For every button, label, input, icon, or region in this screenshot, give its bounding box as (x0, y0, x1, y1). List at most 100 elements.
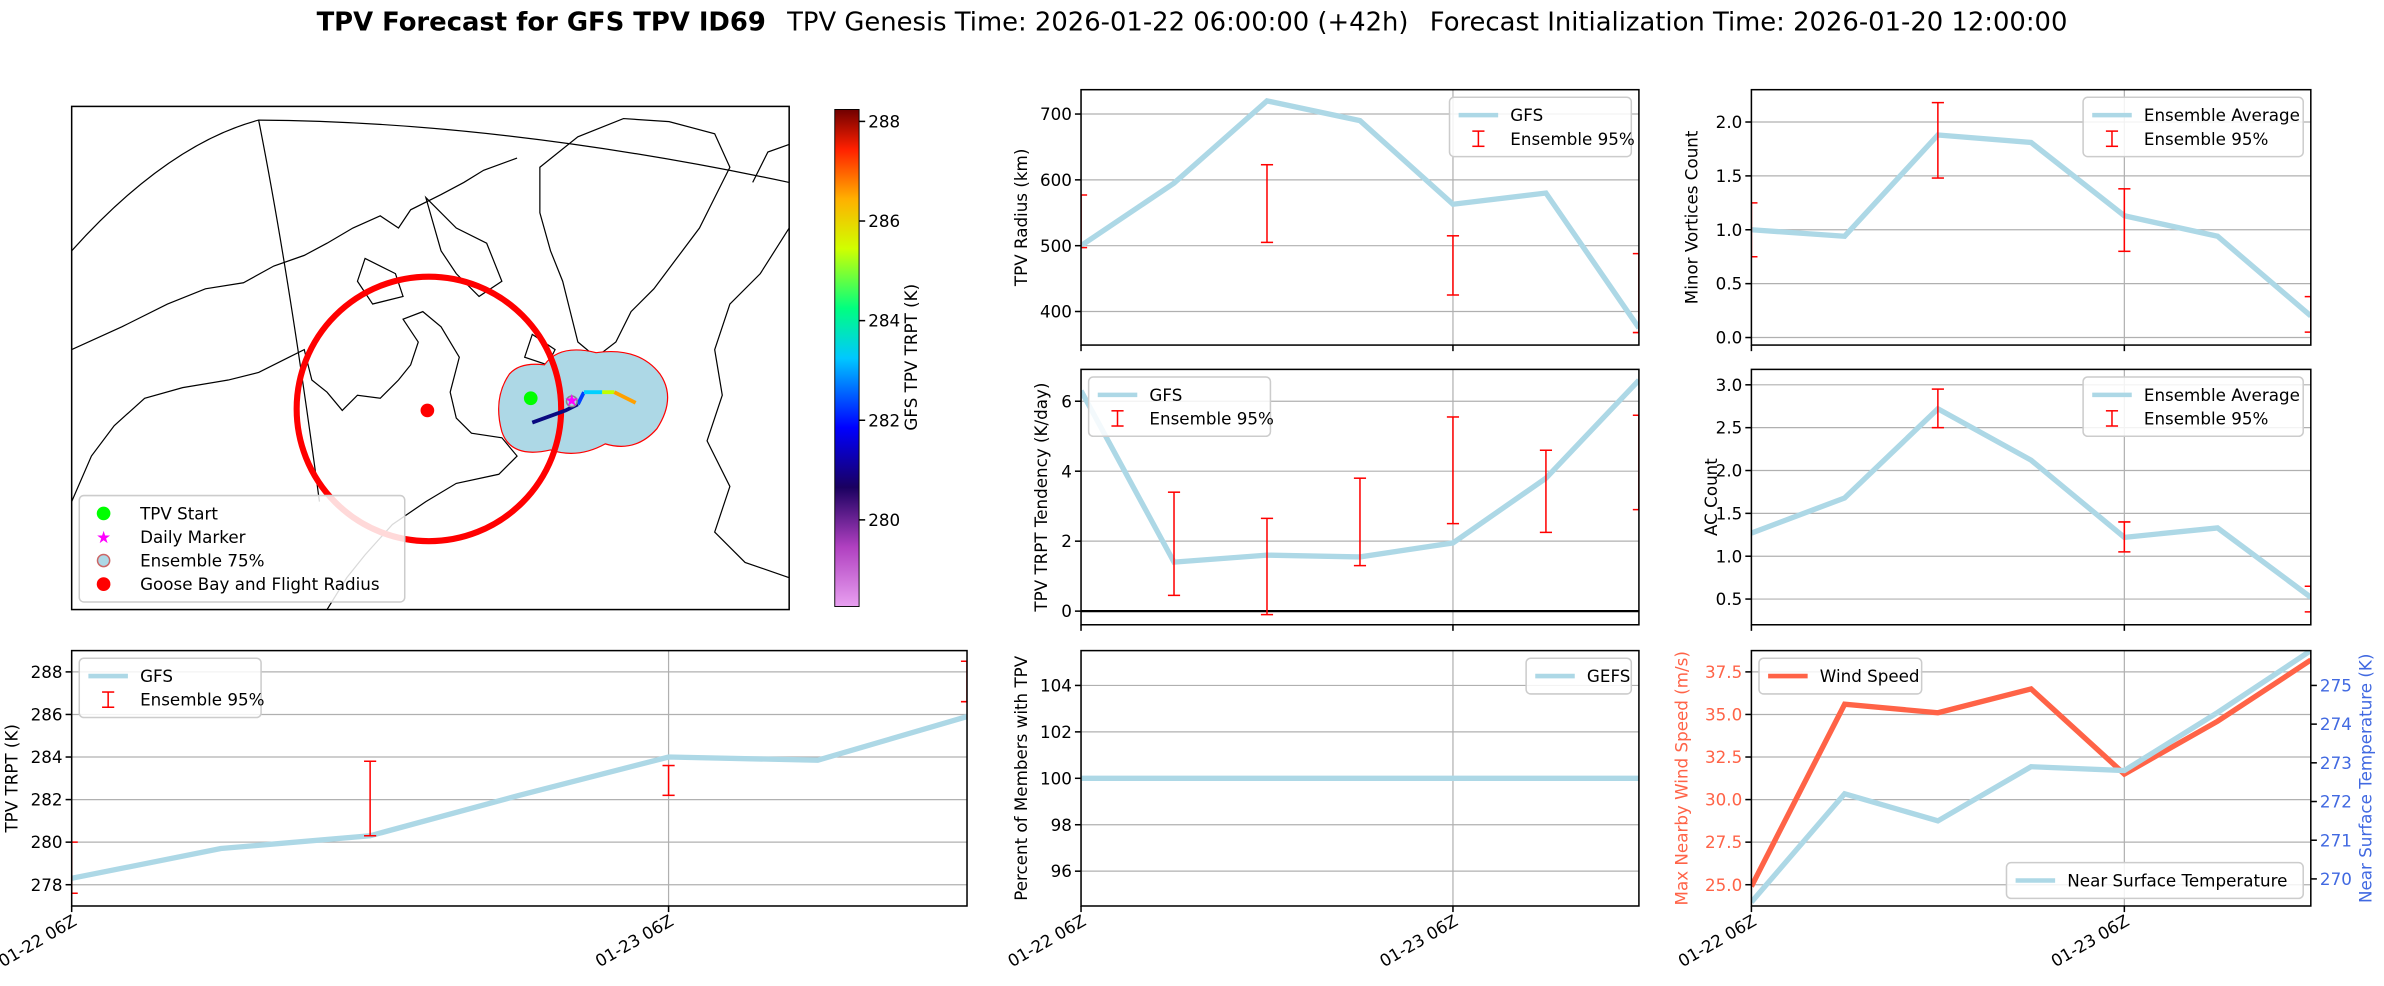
track (613, 390, 637, 405)
legend-box (1448, 96, 1633, 158)
y-axis-label: TPV Radius (km) (1011, 149, 1031, 287)
daily-marker: ★ (564, 390, 579, 410)
x-tick-label: 01-23 06Z (2047, 910, 2132, 971)
legend-label: Ensemble Average (2144, 385, 2300, 405)
y-tick-label: 282 (31, 790, 63, 810)
legend-label: Ensemble 95% (2144, 129, 2268, 149)
legend-label: Daily Marker (140, 527, 246, 547)
x-tick-label: 01-22 06Z (1004, 910, 1089, 971)
y-axis-label: TPV TRPT (K) (2, 724, 22, 834)
legend-label: Ensemble 95% (2144, 408, 2268, 428)
coastline (71, 310, 518, 610)
colorbar-tick-label: 280 (868, 510, 900, 530)
axes-frame (1750, 649, 2312, 907)
legend-label: Ensemble 95% (1510, 129, 1634, 149)
y-tick-label: 3.0 (1716, 375, 1743, 395)
y-tick-label: 280 (31, 832, 63, 852)
track (576, 391, 586, 406)
y-tick-label: 500 (1040, 236, 1072, 256)
axes-frame (1080, 88, 1640, 346)
y-tick-label: 1.0 (1716, 220, 1743, 240)
y-tick-label: 102 (1040, 722, 1072, 742)
tpv-start (523, 391, 538, 406)
y-tick-label: 96 (1051, 861, 1072, 881)
y-tick-label: 104 (1040, 676, 1072, 696)
legend-label: GFS (140, 666, 173, 686)
legend-box (2082, 376, 2304, 438)
y2-tick-label: 275 (2320, 676, 2352, 696)
legend-label: Wind Speed (1820, 666, 1920, 686)
series-line (1751, 657, 2311, 888)
y-axis-label: Percent of Members with TPV (1011, 655, 1031, 901)
y-tick-label: 286 (31, 705, 63, 725)
y-tick-label: 98 (1051, 815, 1072, 835)
map-frame (70, 105, 790, 611)
legend: GFS Ensemble 95% (78, 657, 265, 719)
graticule (258, 119, 321, 502)
legend-label: TPV Start (139, 504, 218, 524)
axes-frame (70, 649, 968, 907)
flight-radius (293, 273, 565, 545)
coastline (71, 157, 518, 351)
legend-box (1525, 657, 1633, 695)
legend-label: Near Surface Temperature (2067, 871, 2287, 891)
series-line (1751, 650, 2311, 904)
plot-area (1081, 89, 1639, 346)
y2-tick-label: 271 (2320, 830, 2352, 850)
series-line (1081, 97, 1639, 330)
y-tick-label: 27.5 (1705, 832, 1742, 852)
legend: GFS Ensemble 95% (1087, 376, 1274, 438)
colorbar-tick-label: 284 (868, 311, 900, 331)
y-tick-label: 2.0 (1716, 112, 1743, 132)
legend: GFS Ensemble 95% (1448, 96, 1635, 158)
legend: Wind Speed (1758, 657, 1923, 695)
y-tick-label: 35.0 (1705, 705, 1742, 725)
legend-box (1758, 657, 1923, 695)
y-tick-label: 2.0 (1716, 461, 1743, 481)
colorbar-label: GFS TPV TRPT (K) (901, 284, 921, 431)
y-tick-label: 284 (31, 747, 63, 767)
suptitle: TPV Forecast for GFS TPV ID69 TPV Genesis… (317, 7, 2068, 37)
colorbar (834, 108, 860, 607)
legend-label: Ensemble 75% (140, 551, 264, 571)
colorbar-tick-label: 286 (868, 211, 900, 231)
x-tick-label: 01-22 06Z (0, 910, 80, 971)
colorbar-tick-label: 288 (868, 111, 900, 131)
y2-tick-label: 274 (2320, 714, 2352, 734)
y-tick-label: 32.5 (1705, 747, 1742, 767)
plot-area (1751, 89, 2311, 346)
series-line (1751, 405, 2311, 600)
y-tick-label: 288 (31, 662, 63, 682)
y-tick-label: 0.5 (1716, 274, 1743, 294)
legend: Ensemble Average Ensemble 95% (2082, 376, 2304, 438)
y-tick-label: 2 (1061, 531, 1072, 551)
y-axis-label: Minor Vortices Count (1681, 130, 1701, 304)
legend-label: Ensemble 95% (1149, 408, 1273, 428)
x-tick-label: 01-23 06Z (592, 910, 677, 971)
y-axis-label: TPV TRPT Tendency (K/day) (1031, 383, 1051, 613)
axes-frame (1750, 368, 2312, 626)
axes-frame (1080, 368, 1640, 626)
legend-label: Ensemble Average (2144, 105, 2300, 125)
y-tick-label: 1.5 (1716, 503, 1743, 523)
axes-frame (1750, 88, 2312, 346)
axes-frame (1080, 649, 1640, 907)
y2-tick-label: 270 (2320, 869, 2352, 889)
legend-box (2082, 96, 2304, 158)
y-tick-label: 278 (31, 875, 63, 895)
y2-axis-label: Near Surface Temperature (K) (2356, 654, 2376, 903)
legend: Near Surface Temperature (2005, 861, 2304, 900)
plot-area (1081, 369, 1639, 625)
y2-tick-label: 273 (2320, 753, 2352, 773)
legend-label: Ensemble 95% (140, 690, 264, 710)
title-genesis: TPV Genesis Time: 2026-01-22 06:00:00 (+… (786, 7, 1408, 37)
y-tick-label: 2.5 (1716, 418, 1743, 438)
ensemble-marker (565, 395, 578, 408)
legend-box (2005, 861, 2304, 900)
y2-tick-label: 272 (2320, 792, 2352, 812)
legend: TPV Start ★ Daily Marker Ensemble 75% Goose … (78, 494, 406, 603)
y-tick-label: 6 (1061, 391, 1072, 411)
legend: Ensemble Average Ensemble 95% (2082, 96, 2304, 158)
y-tick-label: 0.5 (1716, 589, 1743, 609)
